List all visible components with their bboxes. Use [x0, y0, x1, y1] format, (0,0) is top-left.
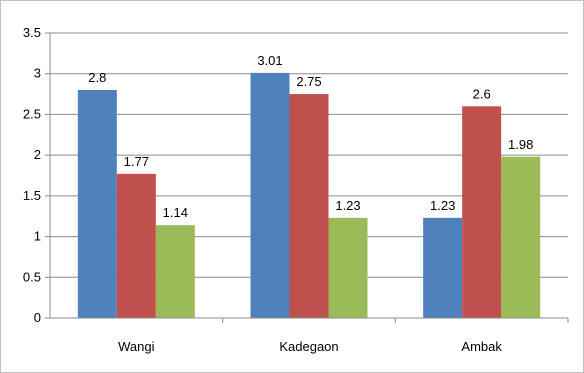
data-label: 2.75: [296, 74, 321, 89]
bar-ambak-3: [501, 156, 541, 318]
bar-wangi-2: [116, 173, 156, 318]
y-tick-label: 0: [34, 310, 41, 325]
bars: [77, 72, 541, 319]
data-label: 1.98: [508, 137, 533, 152]
y-tick-label: 2.5: [23, 106, 41, 121]
y-tick-label: 1: [34, 229, 41, 244]
bar-wangi-3: [155, 225, 195, 318]
x-category-label: Ambak: [461, 339, 502, 354]
bar-ambak-2: [462, 106, 502, 319]
data-label: 2.6: [473, 86, 491, 101]
y-tick-label: 3: [34, 66, 41, 81]
bar-ambak-1: [423, 217, 463, 318]
axes: [45, 32, 569, 323]
data-label: 1.77: [124, 154, 149, 169]
x-category-label: Kadegaon: [279, 339, 338, 354]
data-label: 1.23: [430, 198, 455, 213]
y-tick-label: 1.5: [23, 188, 41, 203]
y-tick-label: 0.5: [23, 269, 41, 284]
data-label: 2.8: [88, 70, 106, 85]
data-label: 1.23: [335, 198, 360, 213]
labels: 0 0.5 1 1.5 2 2.5 3 3.5 2.8 1.77 1.14 Wangi 3.01 2.75…: [23, 25, 533, 354]
bar-kadegaon-1: [250, 72, 290, 319]
data-label: 1.14: [163, 205, 188, 220]
bar-kadegaon-3: [328, 217, 368, 318]
bar-kadegaon-2: [289, 94, 329, 318]
x-category-label: Wangi: [118, 339, 154, 354]
y-tick-label: 2: [34, 147, 41, 162]
bar-wangi-1: [77, 90, 117, 318]
y-tick-label: 3.5: [23, 25, 41, 40]
data-label: 3.01: [257, 53, 282, 68]
